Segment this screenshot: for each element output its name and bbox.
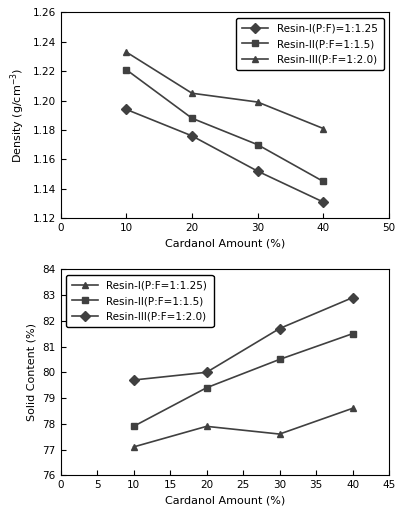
Resin-III(P:F=1:2.0) (321, 125, 326, 132)
Resin-III(P:F=1:2.0) (204, 369, 209, 375)
Resin-I(P:F)=1:1.25 (189, 133, 194, 139)
Y-axis label: Density (g/cm$^{-3}$): Density (g/cm$^{-3}$) (8, 68, 27, 163)
Line: Resin-III(P:F=1:2.0): Resin-III(P:F=1:2.0) (123, 49, 327, 132)
Resin-I(P:F=1:1.25) (204, 423, 209, 429)
Resin-I(P:F=1:1.25) (277, 431, 282, 437)
Resin-II(P:F=1:1.5) (255, 142, 260, 148)
Resin-III(P:F=1:2.0) (255, 99, 260, 105)
Resin-II(P:F=1:1.5) (277, 356, 282, 362)
Legend: Resin-I(P:F)=1:1.25, Resin-II(P:F=1:1.5), Resin-III(P:F=1:2.0): Resin-I(P:F)=1:1.25, Resin-II(P:F=1:1.5)… (236, 17, 384, 70)
Line: Resin-II(P:F=1:1.5): Resin-II(P:F=1:1.5) (123, 66, 327, 185)
Resin-II(P:F=1:1.5) (124, 67, 129, 73)
Line: Resin-I(P:F)=1:1.25: Resin-I(P:F)=1:1.25 (123, 106, 327, 206)
Resin-II(P:F=1:1.5) (350, 331, 355, 337)
Resin-II(P:F=1:1.5) (131, 423, 136, 429)
Resin-III(P:F=1:2.0) (131, 377, 136, 383)
Resin-I(P:F=1:1.25) (131, 444, 136, 450)
Legend: Resin-I(P:F=1:1.25), Resin-II(P:F=1:1.5), Resin-III(P:F=1:2.0): Resin-I(P:F=1:1.25), Resin-II(P:F=1:1.5)… (66, 274, 214, 327)
Y-axis label: Solid Content (%): Solid Content (%) (27, 323, 37, 421)
Resin-III(P:F=1:2.0) (124, 49, 129, 55)
Resin-III(P:F=1:2.0) (277, 325, 282, 332)
X-axis label: Cardanol Amount (%): Cardanol Amount (%) (165, 238, 285, 249)
Resin-III(P:F=1:2.0) (350, 295, 355, 301)
Line: Resin-I(P:F=1:1.25): Resin-I(P:F=1:1.25) (130, 405, 356, 450)
Resin-I(P:F)=1:1.25 (255, 168, 260, 174)
Resin-II(P:F=1:1.5) (204, 384, 209, 391)
Line: Resin-III(P:F=1:2.0): Resin-III(P:F=1:2.0) (130, 294, 356, 383)
Resin-I(P:F=1:1.25) (350, 405, 355, 411)
Resin-I(P:F)=1:1.25 (321, 199, 326, 205)
Resin-I(P:F)=1:1.25 (124, 106, 129, 113)
Resin-III(P:F=1:2.0) (189, 90, 194, 96)
Resin-II(P:F=1:1.5) (321, 178, 326, 185)
Resin-II(P:F=1:1.5) (189, 115, 194, 121)
X-axis label: Cardanol Amount (%): Cardanol Amount (%) (165, 495, 285, 506)
Line: Resin-II(P:F=1:1.5): Resin-II(P:F=1:1.5) (130, 330, 356, 430)
